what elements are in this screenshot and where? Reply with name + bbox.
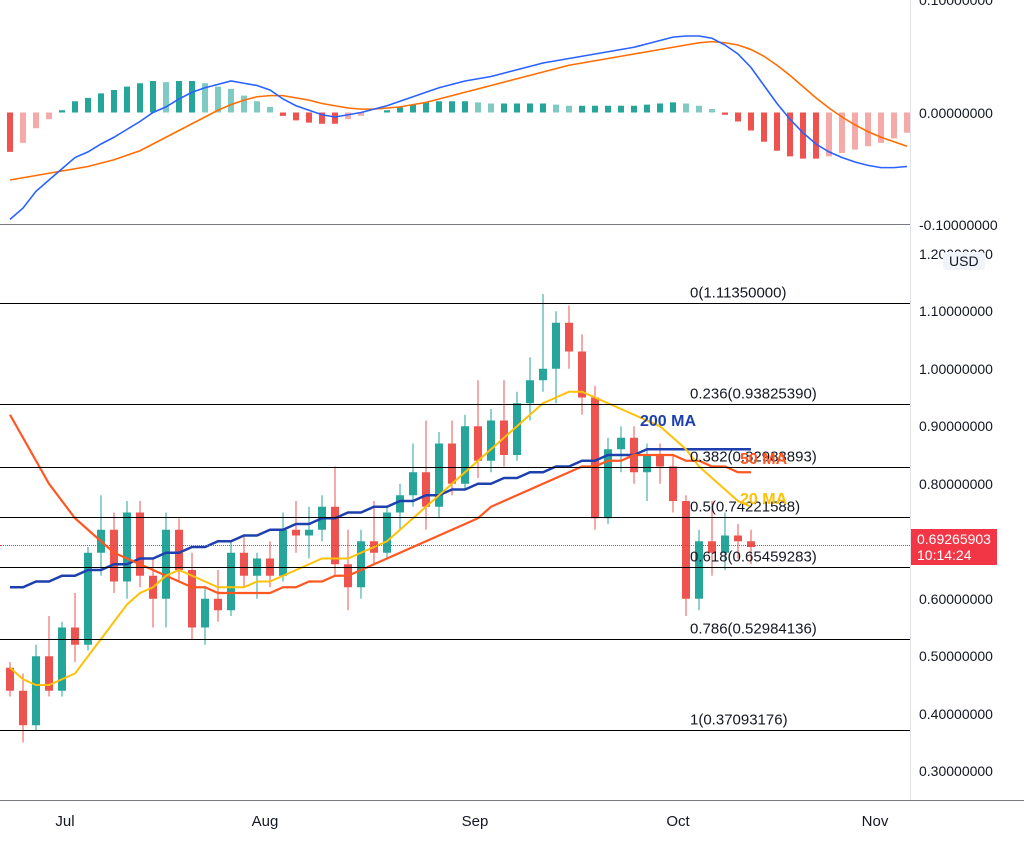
price-y-tick: 0.30000000 [919,763,993,779]
ma50-label: 50 MA [740,451,787,469]
fibonacci-level-line[interactable] [0,517,910,518]
x-axis-tick: Nov [862,813,889,830]
fibonacci-level-line[interactable] [0,404,910,405]
x-axis[interactable]: Jul Aug Sep Oct Nov [0,800,1024,845]
countdown-timer: 10:14:24 [917,547,991,563]
fibonacci-level-line[interactable] [0,639,910,640]
price-y-tick: 0.80000000 [919,476,993,492]
chart-container: 0(1.11350000)0.236(0.93825390)0.382(0.82… [0,0,1024,845]
macd-y-tick: 0.10000000 [919,0,993,8]
fibonacci-level-label: 0(1.11350000) [690,285,786,302]
fibonacci-level-label: 1(0.37093176) [690,712,788,729]
fibonacci-level-label: 0.786(0.52984136) [690,621,817,638]
current-price-value: 0.69265903 [917,531,991,547]
y-axis[interactable]: 0.100000000.00000000-0.10000000 1.200000… [910,0,1024,800]
macd-indicator-pane[interactable] [0,0,910,225]
macd-y-tick: -0.10000000 [919,217,998,233]
price-y-tick: 0.90000000 [919,418,993,434]
x-axis-tick: Oct [666,813,689,830]
current-price-line [0,545,910,546]
x-axis-tick: Jul [55,813,74,830]
fibonacci-level-line[interactable] [0,567,910,568]
fibonacci-level-label: 0.618(0.65459283) [690,549,817,566]
currency-badge: USD [943,252,985,270]
price-chart-pane[interactable]: 0(1.11350000)0.236(0.93825390)0.382(0.82… [0,225,910,800]
current-price-badge: 0.69265903 10:14:24 [911,529,997,565]
macd-y-tick: 0.00000000 [919,105,993,121]
price-y-tick: 0.40000000 [919,706,993,722]
price-y-tick: 1.10000000 [919,303,993,319]
price-y-tick: 0.50000000 [919,648,993,664]
ma200-label: 200 MA [640,413,696,431]
fibonacci-level-line[interactable] [0,730,910,731]
price-y-tick: 1.00000000 [919,361,993,377]
ma20-label: 20 MA [740,491,787,509]
fibonacci-level-line[interactable] [0,303,910,304]
price-y-tick: 0.60000000 [919,591,993,607]
x-axis-tick: Sep [462,813,489,830]
x-axis-tick: Aug [252,813,279,830]
fibonacci-level-label: 0.236(0.93825390) [690,386,817,403]
